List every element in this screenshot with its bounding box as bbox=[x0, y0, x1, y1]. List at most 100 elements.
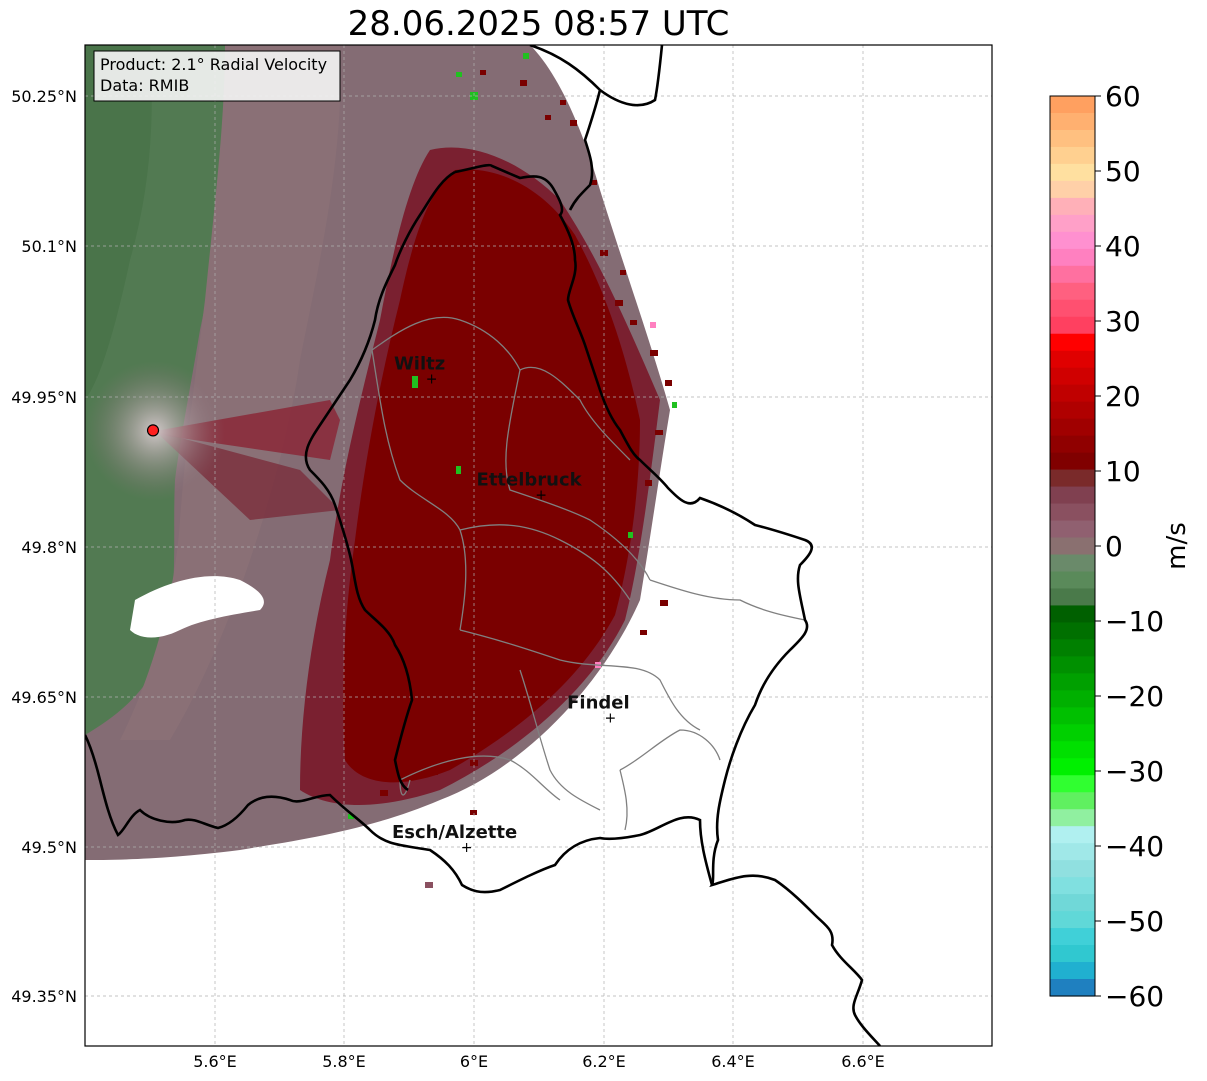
colorbar-swatch bbox=[1050, 197, 1095, 216]
place-marker: + bbox=[605, 711, 617, 727]
colorbar: 60 50 40 30 20 10 0 −10 −20 −30 −40 −50 −60 m/s bbox=[1049, 80, 1192, 1013]
lon-tick-label: 5.6°E bbox=[193, 1052, 237, 1071]
lon-tick-label: 6.6°E bbox=[841, 1052, 885, 1071]
colorbar-swatch bbox=[1050, 231, 1095, 250]
colorbar-swatch bbox=[1050, 758, 1095, 776]
colorbar-swatch bbox=[1050, 367, 1095, 386]
colorbar-swatch bbox=[1050, 724, 1095, 742]
colorbar-swatch bbox=[1050, 452, 1095, 471]
colorbar-swatch bbox=[1050, 316, 1095, 335]
colorbar-swatch bbox=[1050, 469, 1095, 488]
colorbar-swatch bbox=[1050, 809, 1095, 827]
lon-tick-label: 6°E bbox=[460, 1052, 488, 1071]
colorbar-ticks: 60 50 40 30 20 10 0 −10 −20 −30 −40 −50 −60 bbox=[1095, 80, 1164, 1013]
inbound-green-core bbox=[85, 45, 152, 400]
colorbar-swatch bbox=[1050, 588, 1095, 607]
colorbar-tick-label: −50 bbox=[1105, 905, 1164, 938]
radar-site-marker bbox=[146, 424, 160, 437]
info-box: Product: 2.1° Radial Velocity Data: RMIB bbox=[93, 50, 341, 102]
canton-borders bbox=[371, 316, 806, 831]
place-label: Ettelbruck bbox=[477, 469, 583, 490]
colorbar-tick-label: −20 bbox=[1105, 680, 1164, 713]
colorbar-tick-label: −10 bbox=[1105, 605, 1164, 638]
lat-tick-label: 50.25°N bbox=[11, 87, 77, 106]
colorbar-swatch bbox=[1050, 962, 1095, 980]
latitude-axis: 50.25°N 50.1°N 49.95°N 49.8°N 49.65°N 49… bbox=[11, 87, 77, 1006]
plot-frame bbox=[84, 44, 993, 1047]
longitude-axis: 5.6°E 5.8°E 6°E 6.2°E 6.4°E 6.6°E bbox=[193, 1052, 885, 1071]
colorbar-swatch bbox=[1050, 282, 1095, 301]
colorbar-swatch bbox=[1050, 248, 1095, 267]
colorbar-swatch bbox=[1050, 656, 1095, 674]
colorbar-swatch bbox=[1050, 911, 1095, 929]
colorbar-swatch bbox=[1050, 554, 1095, 573]
colorbar-tick-label: 10 bbox=[1105, 455, 1141, 488]
place-wiltz: + Wiltz bbox=[394, 353, 445, 387]
colorbar-swatch bbox=[1050, 605, 1095, 624]
lon-tick-label: 5.8°E bbox=[322, 1052, 366, 1071]
colorbar-swatch bbox=[1050, 146, 1095, 165]
colorbar-swatch bbox=[1050, 673, 1095, 691]
colorbar-swatch bbox=[1050, 571, 1095, 590]
place-ettelbruck: + Ettelbruck bbox=[477, 469, 583, 503]
radial-streak bbox=[155, 400, 340, 460]
colorbar-tick-label: −60 bbox=[1105, 980, 1164, 1013]
no-data-patch bbox=[130, 576, 264, 638]
colorbar-swatch bbox=[1050, 163, 1095, 182]
colorbar-tick-label: 40 bbox=[1105, 230, 1141, 263]
lat-tick-label: 49.35°N bbox=[11, 987, 77, 1006]
lat-tick-label: 49.5°N bbox=[21, 838, 77, 857]
map-title: 28.06.2025 08:57 UTC bbox=[347, 4, 730, 44]
lat-tick-label: 49.65°N bbox=[11, 688, 77, 707]
lat-tick-label: 49.95°N bbox=[11, 388, 77, 407]
place-findel: + Findel bbox=[567, 693, 630, 727]
info-product: Product: 2.1° Radial Velocity bbox=[100, 55, 327, 74]
colorbar-tick-label: 60 bbox=[1105, 80, 1141, 113]
colorbar-swatch bbox=[1050, 622, 1095, 640]
place-marker: + bbox=[461, 840, 473, 856]
place-label: Wiltz bbox=[394, 353, 445, 374]
colorbar-swatch bbox=[1050, 401, 1095, 420]
lon-tick-label: 6.2°E bbox=[582, 1052, 626, 1071]
colorbar-swatch bbox=[1050, 333, 1095, 352]
colorbar-swatch bbox=[1050, 214, 1095, 233]
colorbar-unit-label: m/s bbox=[1162, 522, 1192, 570]
colorbar-swatch bbox=[1050, 435, 1095, 454]
colorbar-swatch bbox=[1050, 96, 1095, 114]
colorbar-swatch bbox=[1050, 775, 1095, 793]
colorbar-swatch bbox=[1050, 690, 1095, 708]
colorbar-swatches bbox=[1050, 96, 1095, 997]
colorbar-swatch bbox=[1050, 877, 1095, 895]
colorbar-swatch bbox=[1050, 265, 1095, 284]
colorbar-swatch bbox=[1050, 112, 1095, 131]
place-esch-alzette: + Esch/Alzette bbox=[392, 822, 517, 856]
place-label: Esch/Alzette bbox=[392, 822, 517, 843]
colorbar-swatch bbox=[1050, 520, 1095, 539]
colorbar-swatch bbox=[1050, 826, 1095, 844]
colorbar-swatch bbox=[1050, 741, 1095, 759]
places-layer: + Wiltz + Ettelbruck + Findel + Esch/Alz… bbox=[392, 353, 630, 855]
colorbar-tick-label: 50 bbox=[1105, 155, 1141, 188]
colorbar-swatch bbox=[1050, 418, 1095, 437]
info-data-source: Data: RMIB bbox=[100, 76, 189, 95]
colorbar-tick-label: 20 bbox=[1105, 380, 1141, 413]
colorbar-swatch bbox=[1050, 979, 1095, 997]
colorbar-tick-label: −30 bbox=[1105, 755, 1164, 788]
lat-tick-label: 50.1°N bbox=[21, 237, 77, 256]
speckle-echoes bbox=[380, 70, 672, 888]
colorbar-swatch bbox=[1050, 384, 1095, 403]
colorbar-swatch bbox=[1050, 486, 1095, 505]
lon-tick-label: 6.4°E bbox=[711, 1052, 755, 1071]
colorbar-swatch bbox=[1050, 707, 1095, 725]
colorbar-swatch bbox=[1050, 537, 1095, 556]
country-borders bbox=[85, 45, 881, 1046]
colorbar-tick-label: 30 bbox=[1105, 305, 1141, 338]
colorbar-swatch bbox=[1050, 945, 1095, 963]
place-label: Findel bbox=[567, 693, 630, 714]
colorbar-swatch bbox=[1050, 843, 1095, 861]
colorbar-swatch bbox=[1050, 180, 1095, 199]
neutral-transition-zone bbox=[120, 45, 341, 740]
colorbar-swatch bbox=[1050, 503, 1095, 522]
place-marker: + bbox=[535, 487, 547, 503]
colorbar-swatch bbox=[1050, 928, 1095, 946]
